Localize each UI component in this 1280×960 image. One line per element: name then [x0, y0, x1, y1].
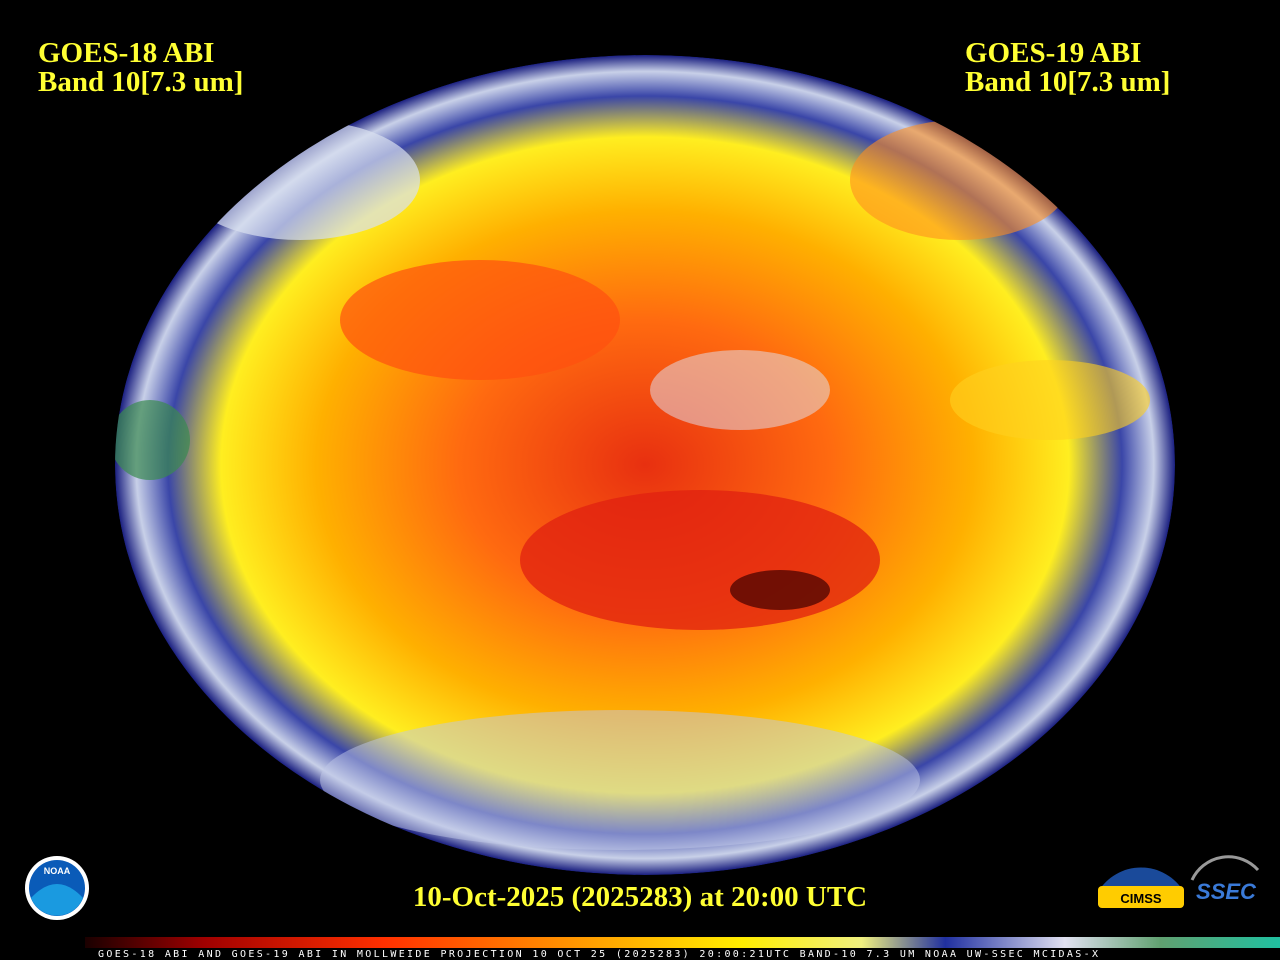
- right-label-title: GOES-19 ABI: [965, 37, 1141, 69]
- noaa-text: NOAA: [44, 866, 71, 876]
- colorbar: [85, 937, 1280, 948]
- noaa-logo: NOAA: [25, 856, 89, 920]
- timestamp: 10-Oct-2025 (2025283) at 20:00 UTC: [413, 881, 867, 913]
- cimss-logo: CIMSS: [1098, 867, 1184, 908]
- earth-disk: [115, 55, 1175, 875]
- right-label-band: Band 10[7.3 um]: [965, 66, 1170, 98]
- cimss-text: CIMSS: [1120, 891, 1162, 906]
- left-label-title: GOES-18 ABI: [38, 37, 214, 69]
- ssec-text: SSEC: [1196, 879, 1257, 904]
- ssec-logo: SSEC: [1190, 855, 1260, 904]
- left-label-band: Band 10[7.3 um]: [38, 66, 243, 98]
